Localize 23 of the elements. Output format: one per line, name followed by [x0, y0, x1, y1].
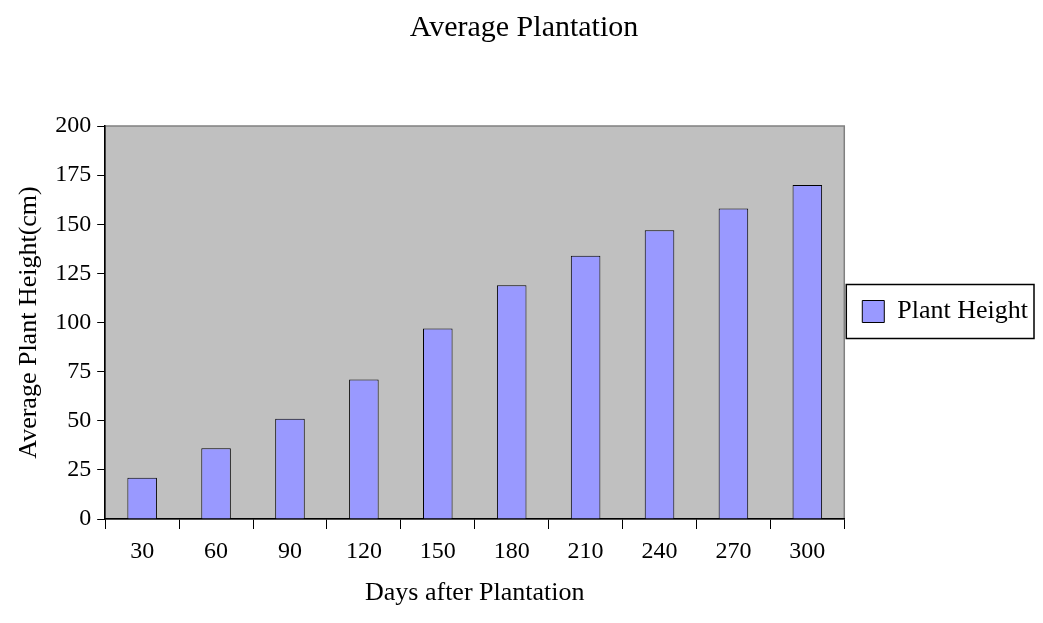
- y-tick-label: 100: [55, 307, 92, 334]
- x-tick-label: 150: [419, 536, 456, 563]
- x-tick-label: 30: [130, 536, 155, 563]
- x-tick-label: 210: [567, 536, 604, 563]
- x-tick-label: 120: [345, 536, 382, 563]
- x-axis-title: Days after Plantation: [364, 577, 585, 607]
- y-tick-label: 175: [55, 160, 92, 187]
- x-tick-label: 300: [789, 536, 826, 563]
- y-axis-title: Average Plant Height(cm): [13, 186, 43, 459]
- x-tick-label: 180: [493, 536, 530, 563]
- legend-label: Plant Height: [897, 295, 1029, 325]
- x-tick-label: 90: [277, 536, 302, 563]
- y-tick-label: 200: [55, 111, 92, 138]
- x-tick-label: 270: [715, 536, 752, 563]
- y-tick-label: 150: [55, 209, 92, 236]
- y-tick-label: 75: [67, 356, 92, 383]
- chart-title: Average Plantation: [409, 8, 639, 42]
- y-tick-label: 25: [67, 455, 92, 482]
- y-tick-label: 50: [67, 406, 92, 433]
- y-tick-label: 125: [55, 258, 92, 285]
- x-tick-label: 240: [641, 536, 678, 563]
- x-tick-label: 60: [204, 536, 229, 563]
- y-tick-label: 0: [79, 504, 92, 531]
